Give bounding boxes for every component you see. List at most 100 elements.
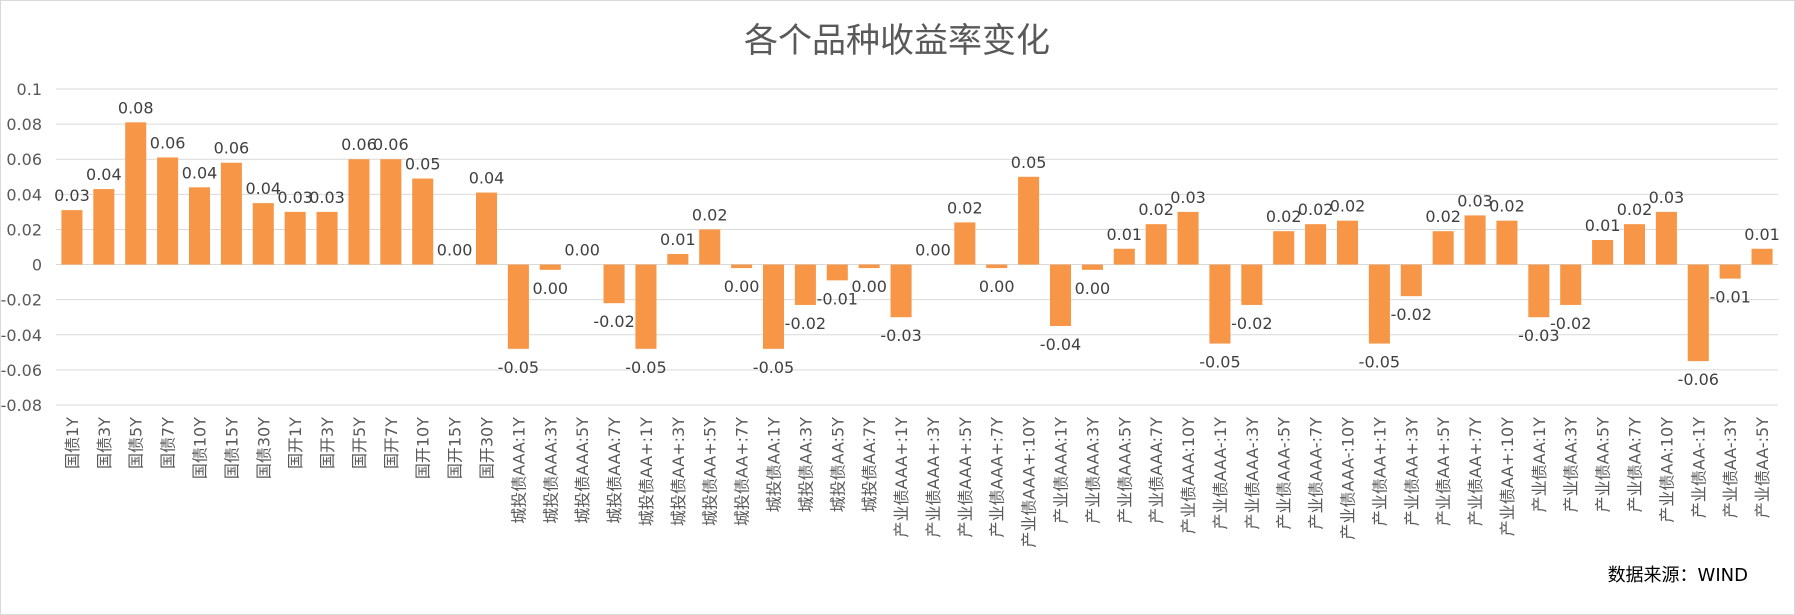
bar bbox=[667, 254, 689, 265]
bar bbox=[1528, 264, 1550, 318]
x-tick-label: 国开30Y bbox=[478, 417, 497, 479]
data-labels: 0.030.040.080.060.040.060.040.030.030.06… bbox=[54, 98, 1780, 389]
data-label: 0.04 bbox=[182, 163, 218, 182]
bar bbox=[794, 264, 816, 305]
bar bbox=[252, 203, 274, 265]
bar bbox=[1305, 224, 1327, 265]
bar bbox=[348, 159, 370, 265]
bar bbox=[826, 264, 848, 281]
x-tick-label: 产业债AA+:7Y bbox=[1466, 417, 1485, 526]
data-label: -0.02 bbox=[593, 312, 634, 331]
x-tick-label: 产业债AA+:1Y bbox=[1370, 417, 1389, 526]
bar bbox=[1177, 211, 1199, 265]
x-tick-label: 产业债AA+:3Y bbox=[1402, 417, 1421, 526]
y-tick-label: 0.1 bbox=[17, 80, 42, 99]
bar bbox=[284, 211, 306, 265]
x-tick-label: 国债3Y bbox=[95, 417, 114, 469]
data-label: 0.00 bbox=[724, 277, 760, 296]
x-tick-label: 国开7Y bbox=[382, 417, 401, 469]
bar bbox=[1687, 264, 1709, 362]
x-tick-label: 产业债AAA-:5Y bbox=[1275, 417, 1294, 530]
data-label: 0.06 bbox=[214, 139, 250, 158]
bar bbox=[858, 264, 880, 269]
x-tick-label: 城投债AA:3Y bbox=[796, 417, 815, 513]
x-tick-label: 产业债AAA-:1Y bbox=[1211, 417, 1230, 530]
y-tick-label: 0.02 bbox=[6, 220, 42, 239]
data-label: 0.03 bbox=[309, 188, 345, 207]
bar bbox=[890, 264, 912, 318]
data-source-note: 数据来源：WIND bbox=[1608, 565, 1748, 586]
data-label: 0.04 bbox=[86, 165, 122, 184]
bar bbox=[1209, 264, 1231, 344]
data-label: -0.04 bbox=[1040, 335, 1081, 354]
x-tick-label: 城投债AA:1Y bbox=[765, 417, 784, 513]
x-tick-label: 国债7Y bbox=[159, 417, 178, 469]
bar bbox=[157, 157, 179, 265]
bar bbox=[1241, 264, 1263, 305]
data-label: 0.02 bbox=[1425, 207, 1461, 226]
y-axis-ticks: 0.1 0.08 0.06 0.04 0.02 0 -0.02 -0.04 -0.06 -0.08 bbox=[1, 80, 42, 415]
data-label: 0.01 bbox=[1744, 225, 1780, 244]
y-tick-label: 0.04 bbox=[6, 185, 42, 204]
bar bbox=[1751, 248, 1773, 265]
data-label: 0.02 bbox=[1138, 200, 1174, 219]
bar bbox=[954, 222, 976, 265]
x-tick-label: 产业债AAA+:7Y bbox=[988, 417, 1007, 538]
data-label: -0.03 bbox=[1518, 326, 1559, 345]
bar bbox=[380, 159, 402, 265]
data-label: 0.02 bbox=[1298, 200, 1334, 219]
data-label: 0.00 bbox=[1075, 279, 1111, 298]
data-label: 0.02 bbox=[692, 205, 728, 224]
bar bbox=[635, 264, 657, 349]
data-label: 0.04 bbox=[469, 169, 505, 188]
x-tick-label: 城投债AAA:7Y bbox=[605, 417, 624, 524]
x-tick-label: 城投债AA:7Y bbox=[860, 417, 879, 513]
bar bbox=[1400, 264, 1422, 297]
data-label: 0.00 bbox=[564, 241, 600, 260]
data-label: 0.06 bbox=[341, 135, 377, 154]
x-tick-label: 产业债AA+:5Y bbox=[1434, 417, 1453, 526]
bar bbox=[1081, 264, 1103, 270]
bar bbox=[1145, 224, 1167, 265]
data-label: -0.05 bbox=[753, 358, 794, 377]
y-tick-label: 0.06 bbox=[6, 150, 42, 169]
x-tick-label: 产业债AAA:5Y bbox=[1115, 417, 1134, 524]
x-tick-label: 产业债AAA-:10Y bbox=[1339, 417, 1358, 540]
x-tick-label: 国债30Y bbox=[254, 417, 273, 479]
bar bbox=[1623, 224, 1646, 265]
bar bbox=[412, 178, 434, 265]
y-tick-label: -0.04 bbox=[1, 326, 42, 345]
data-label: -0.05 bbox=[1199, 353, 1240, 372]
bar bbox=[699, 229, 721, 265]
bar bbox=[762, 264, 785, 349]
data-label: -0.02 bbox=[785, 314, 826, 333]
data-label: -0.03 bbox=[880, 326, 921, 345]
x-tick-label: 国开10Y bbox=[414, 417, 433, 479]
bar bbox=[1049, 264, 1072, 326]
bar bbox=[316, 211, 338, 265]
bar bbox=[220, 162, 242, 265]
data-label: 0.00 bbox=[979, 277, 1015, 296]
x-tick-label: 产业债AAA+:5Y bbox=[956, 417, 975, 538]
bar bbox=[61, 210, 83, 265]
x-tick-label: 产业债AAA:7Y bbox=[1147, 417, 1166, 524]
data-label: -0.02 bbox=[1550, 314, 1591, 333]
data-label: -0.05 bbox=[625, 358, 666, 377]
chart-title: 各个品种收益率变化 bbox=[744, 21, 1050, 61]
bar bbox=[1368, 264, 1390, 344]
data-label: 0.01 bbox=[1106, 225, 1142, 244]
data-label: 0.05 bbox=[405, 155, 441, 174]
data-label: -0.02 bbox=[1391, 305, 1432, 324]
data-label: -0.05 bbox=[498, 358, 539, 377]
x-tick-label: 国开5Y bbox=[350, 417, 369, 469]
data-label: 0.00 bbox=[532, 279, 568, 298]
bar bbox=[475, 192, 498, 265]
x-tick-label: 国债10Y bbox=[191, 417, 210, 479]
x-tick-label: 产业债AA+:10Y bbox=[1498, 417, 1517, 536]
x-tick-label: 城投债AA+:3Y bbox=[669, 417, 688, 526]
data-label: 0.00 bbox=[437, 241, 473, 260]
bar bbox=[603, 264, 625, 304]
x-tick-label: 产业债AAA+:10Y bbox=[1020, 417, 1039, 548]
bar bbox=[1496, 220, 1518, 265]
